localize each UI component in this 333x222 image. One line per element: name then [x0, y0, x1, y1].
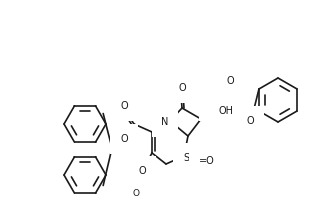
Text: O: O [120, 101, 128, 111]
Text: N: N [161, 117, 169, 127]
Text: S: S [183, 153, 189, 163]
Text: OH: OH [218, 106, 233, 116]
Text: O: O [246, 116, 254, 126]
Text: =O: =O [199, 156, 215, 166]
Text: O: O [178, 83, 186, 93]
Text: O: O [133, 188, 140, 198]
Text: N: N [208, 101, 216, 111]
Text: O: O [226, 76, 234, 86]
Text: O: O [120, 134, 128, 144]
Text: O: O [138, 166, 146, 176]
